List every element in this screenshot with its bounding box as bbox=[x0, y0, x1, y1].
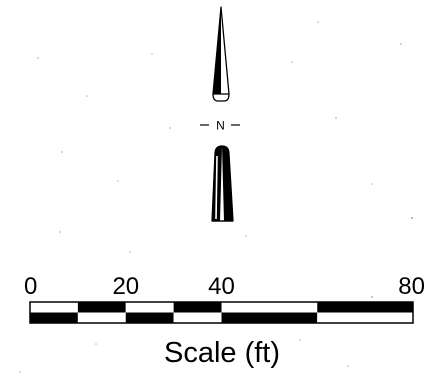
scale-segment-4-top bbox=[173, 302, 222, 313]
north-arrow-lower-needle bbox=[211, 145, 234, 222]
background-specks bbox=[19, 21, 414, 373]
scale-segment-6-bottom bbox=[317, 312, 413, 323]
scale-segment-3-top bbox=[125, 302, 174, 313]
scale-segment-3-bottom bbox=[125, 312, 174, 323]
scale-segments bbox=[30, 302, 413, 323]
scale-segment-5-top bbox=[221, 302, 318, 313]
scale-bar: 0 20 40 80 Scale (ft) bbox=[24, 273, 425, 369]
north-indicator: N bbox=[200, 119, 240, 133]
scale-segment-6-top bbox=[317, 302, 413, 313]
scale-tick-label-20: 20 bbox=[112, 273, 139, 300]
scale-segment-2-bottom bbox=[77, 312, 126, 323]
north-arrow-upper-needle bbox=[212, 6, 230, 102]
scale-tick-label-80: 80 bbox=[398, 273, 425, 300]
scale-bar-outline bbox=[29, 301, 414, 324]
scale-segment-1-top bbox=[30, 302, 78, 313]
north-arrow: N bbox=[200, 6, 240, 222]
scale-tick-labels: 0 20 40 80 bbox=[24, 273, 425, 300]
scale-segment-4-bottom bbox=[173, 312, 222, 323]
scale-tick-label-0: 0 bbox=[24, 273, 37, 300]
scale-segment-2-top bbox=[77, 302, 126, 313]
scale-tick-label-40: 40 bbox=[208, 273, 235, 300]
scale-segment-5-bottom bbox=[221, 312, 318, 323]
scale-title: Scale (ft) bbox=[164, 337, 280, 369]
north-label: N bbox=[216, 119, 225, 133]
scale-segment-1-bottom bbox=[30, 312, 78, 323]
